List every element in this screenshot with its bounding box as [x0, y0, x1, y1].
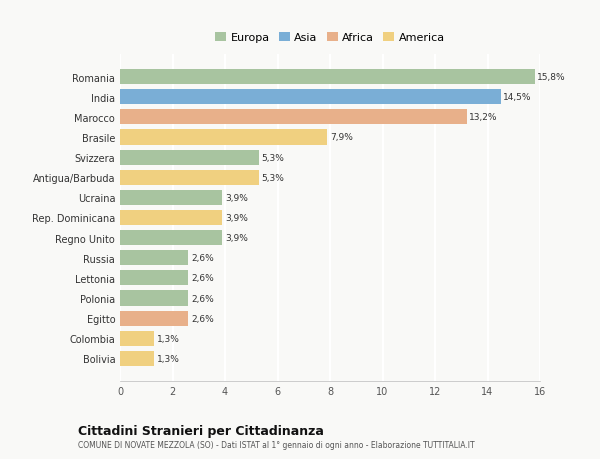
Bar [120, 311, 188, 326]
Text: 3,9%: 3,9% [225, 193, 248, 202]
Bar [120, 351, 154, 366]
Bar [120, 331, 154, 346]
Bar [120, 251, 188, 266]
Bar [120, 291, 188, 306]
Legend: Europa, Asia, Africa, America: Europa, Asia, Africa, America [211, 28, 449, 47]
Bar [120, 271, 188, 286]
Bar [120, 130, 328, 145]
Text: COMUNE DI NOVATE MEZZOLA (SO) - Dati ISTAT al 1° gennaio di ogni anno - Elaboraz: COMUNE DI NOVATE MEZZOLA (SO) - Dati IST… [78, 441, 475, 449]
Text: 5,3%: 5,3% [262, 153, 284, 162]
Text: 1,3%: 1,3% [157, 334, 179, 343]
Text: 13,2%: 13,2% [469, 113, 497, 122]
Bar [120, 90, 500, 105]
Text: 7,9%: 7,9% [330, 133, 353, 142]
Bar [120, 110, 467, 125]
Text: 3,9%: 3,9% [225, 213, 248, 223]
Text: 15,8%: 15,8% [538, 73, 566, 82]
Bar [120, 170, 259, 185]
Text: 5,3%: 5,3% [262, 174, 284, 182]
Text: 1,3%: 1,3% [157, 354, 179, 363]
Bar [120, 211, 223, 225]
Text: 2,6%: 2,6% [191, 274, 214, 283]
Text: 2,6%: 2,6% [191, 254, 214, 263]
Bar [120, 150, 259, 165]
Text: 3,9%: 3,9% [225, 234, 248, 243]
Text: 2,6%: 2,6% [191, 314, 214, 323]
Text: Cittadini Stranieri per Cittadinanza: Cittadini Stranieri per Cittadinanza [78, 424, 324, 437]
Text: 14,5%: 14,5% [503, 93, 532, 102]
Bar [120, 230, 223, 246]
Text: 2,6%: 2,6% [191, 294, 214, 303]
Bar [120, 190, 223, 206]
Bar [120, 70, 535, 85]
